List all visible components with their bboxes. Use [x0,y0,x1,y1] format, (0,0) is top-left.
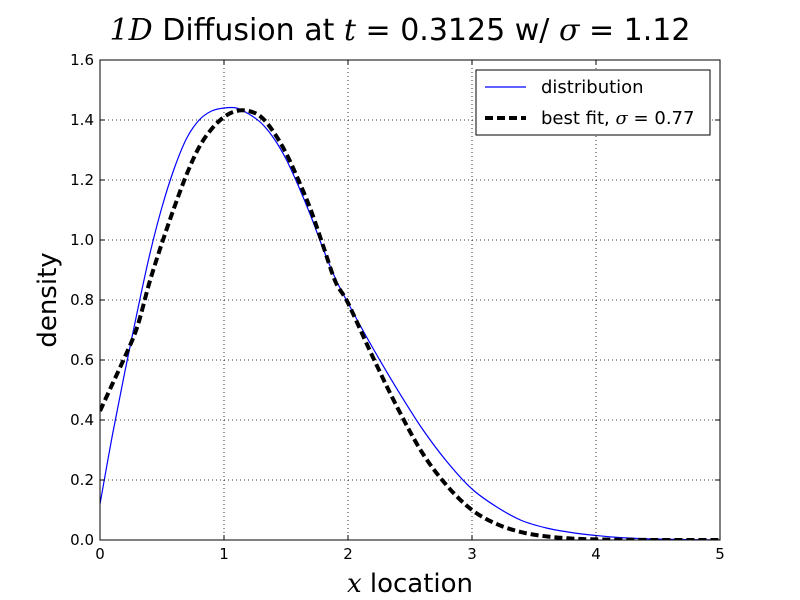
series-line-best-fit [100,108,720,540]
y-tick-label: 0.6 [70,351,94,369]
y-tick-label: 0.0 [70,531,94,549]
y-tick-label: 0.2 [70,471,94,489]
x-tick-label: 2 [343,545,353,563]
legend-label-distribution: distribution [541,77,644,98]
axis-ticks: 0 1 2 3 4 5 0.0 0.2 0.4 0.6 0.8 1.0 1.2 1.4 1.6 [70,51,725,563]
x-axis-var: x [347,569,362,599]
x-tick-label: 0 [95,545,105,563]
y-tick-label: 1.6 [70,51,94,69]
legend-box [475,69,711,136]
title-sigma-value: 1.12 [624,13,691,48]
y-tick-label: 0.4 [70,411,94,429]
legend-best-fit-eq: = [634,108,649,129]
legend-label-best-fit: best fit, σ = 0.77 [541,108,694,129]
legend-best-fit-sigma: σ [616,108,629,129]
y-tick-label: 0.8 [70,291,94,309]
legend-best-fit-prefix: best fit, [541,108,610,129]
title-time-eq: = [366,13,391,48]
title-sigma-var: σ [559,13,581,48]
title-main-text: Diffusion at [162,13,334,48]
x-axis-label: x location [347,569,473,599]
y-tick-label: 1.0 [70,231,94,249]
x-tick-label: 4 [591,545,601,563]
title-with: w/ [515,13,551,48]
title-sigma-eq: = [589,13,614,48]
x-tick-label: 3 [467,545,477,563]
title-time-var: t [344,13,357,48]
series-line-distribution [100,106,720,540]
y-axis-label: density [33,252,63,347]
x-tick-label: 5 [715,545,725,563]
title-dimension: 1D [110,13,153,48]
y-tick-label: 1.4 [70,111,94,129]
title-time-value: 0.3125 [400,13,505,48]
legend-best-fit-value: 0.77 [654,108,694,129]
series-layer [100,106,720,540]
x-axis-text: location [370,569,473,599]
y-tick-label: 1.2 [70,171,94,189]
legend: distribution best fit, σ = 0.77 [475,69,711,136]
chart-title: 1D Diffusion at t = 0.3125 w/ σ = 1.12 [110,13,691,48]
x-tick-label: 1 [219,545,229,563]
